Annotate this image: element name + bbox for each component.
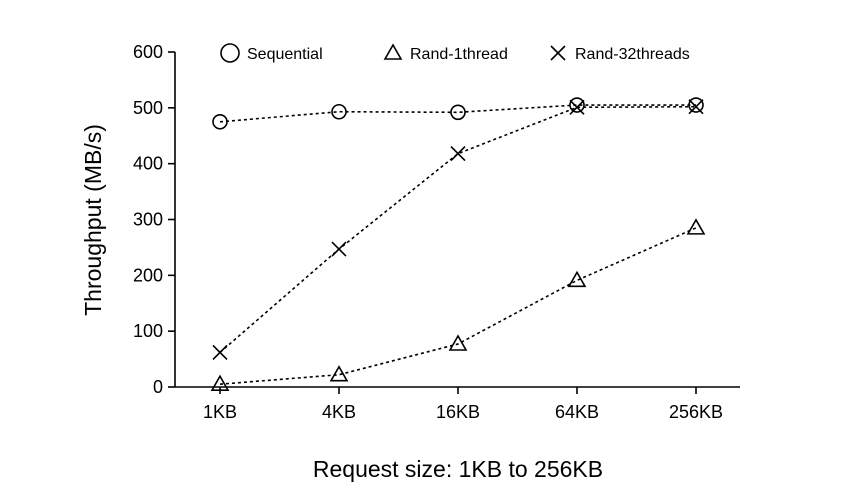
data-point-circle [688, 97, 704, 113]
data-point-circle [212, 113, 228, 130]
y-tick-label: 200 [133, 265, 163, 285]
data-point-circle [331, 103, 347, 120]
data-point-circle [450, 104, 466, 121]
data-point-circle [569, 97, 585, 113]
data-point-triangle [210, 374, 230, 392]
data-point-x [450, 146, 466, 162]
series-line [219, 227, 697, 386]
series-line [219, 104, 696, 123]
legend-label: Sequential [247, 46, 323, 63]
y-tick-label: 600 [133, 42, 163, 62]
y-tick-label: 100 [133, 321, 163, 341]
y-tick-label: 300 [133, 210, 163, 230]
data-point-triangle [448, 334, 468, 351]
data-point-triangle [329, 365, 349, 382]
x-tick-label: 16KB [436, 402, 480, 422]
legend-marker-circle [220, 43, 240, 63]
y-axis-label: Throughput (MB/s) [80, 124, 106, 316]
legend: Sequential Rand-1thread Rand-32threads [220, 43, 690, 63]
legend-marker-triangle [383, 43, 403, 60]
data-point-triangle [686, 218, 706, 235]
series-x [212, 99, 704, 360]
y-tick-label: 0 [153, 377, 163, 397]
x-tick-label: 4KB [322, 402, 356, 422]
series-triangle [210, 218, 706, 392]
series-line [219, 105, 697, 353]
x-tick-label: 1KB [203, 402, 237, 422]
x-tick-label: 64KB [555, 402, 599, 422]
data-point-triangle [567, 270, 587, 288]
y-tick-label: 500 [133, 98, 163, 118]
data-point-x [688, 99, 704, 115]
legend-marker-x [550, 45, 566, 61]
y-tick-label: 400 [133, 154, 163, 174]
x-tick-label: 256KB [669, 402, 723, 422]
series-circle [212, 97, 704, 130]
axes: 0 100 200 300 400 500 600 1KB 4KB 16KB 64KB 256KB [133, 42, 740, 422]
data-point-x [212, 344, 228, 360]
series-layer [210, 97, 706, 392]
data-point-x [569, 99, 585, 115]
legend-label: Rand-1thread [410, 46, 508, 63]
x-axis-label: Request size: 1KB to 256KB [313, 456, 603, 482]
data-point-x [331, 241, 347, 257]
legend-label: Rand-32threads [575, 46, 690, 63]
